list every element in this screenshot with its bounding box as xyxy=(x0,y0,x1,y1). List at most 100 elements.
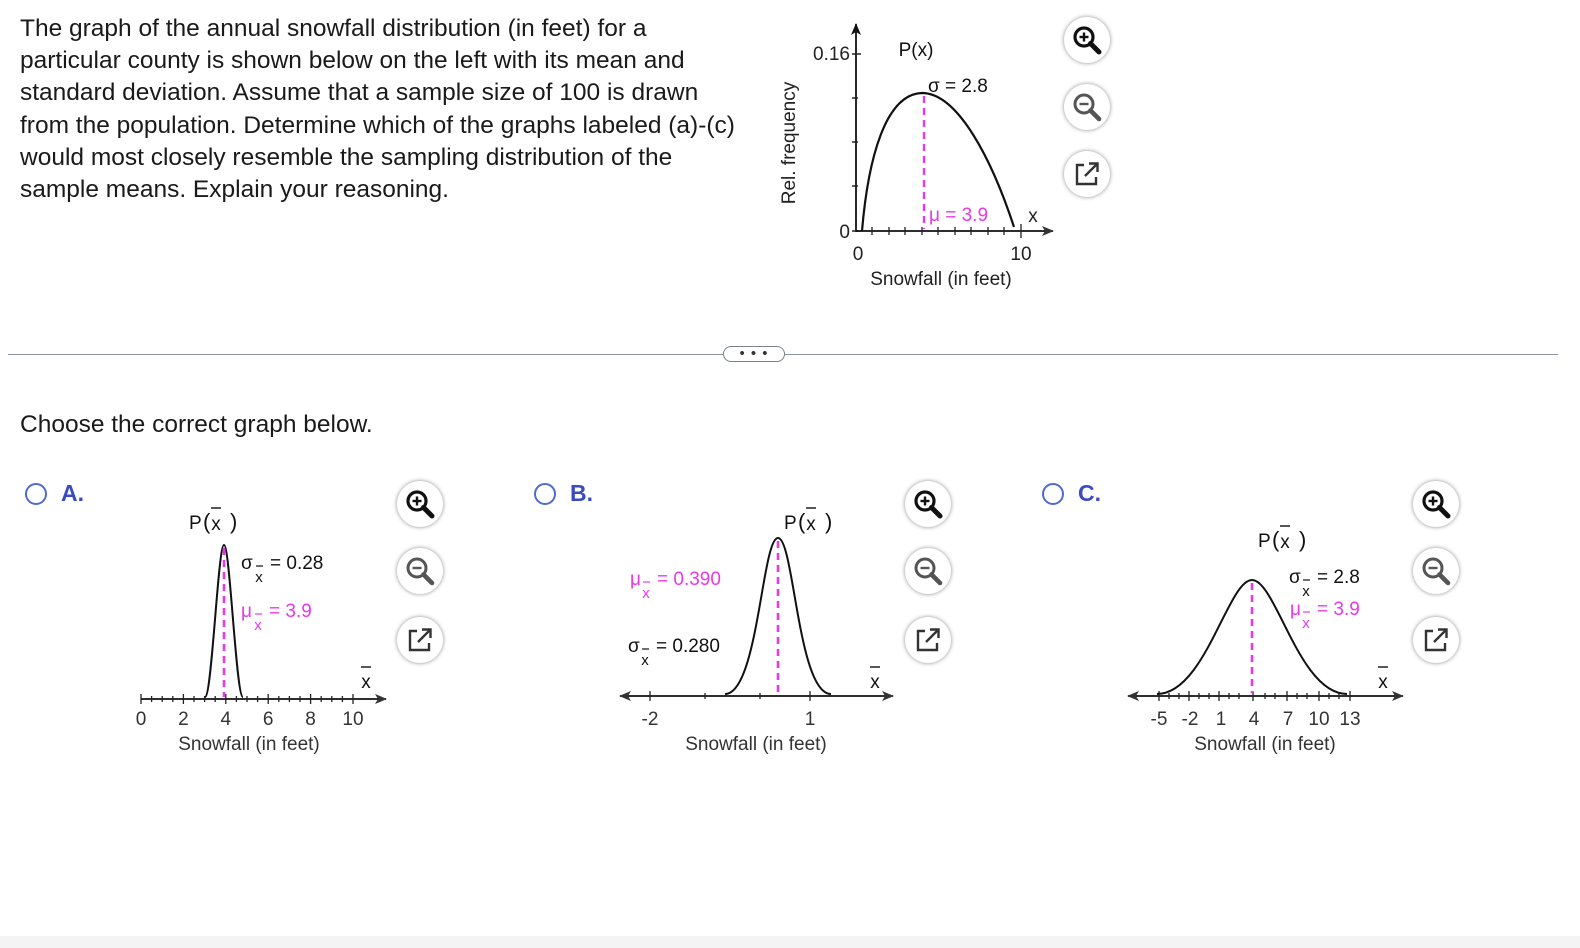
y-axis-label: Rel. frequency xyxy=(779,81,800,204)
p-of-xbar-label: P ( x ) xyxy=(1258,525,1306,553)
svg-text:4: 4 xyxy=(1249,709,1260,730)
option-a-open-button[interactable] xyxy=(397,617,443,663)
y-top-tick-label: 0.16 xyxy=(813,44,850,65)
open-external-icon xyxy=(1419,623,1453,657)
svg-text:= 0.280: = 0.280 xyxy=(656,636,720,657)
svg-text:(: ( xyxy=(798,509,806,534)
p-of-x-label: P(x) xyxy=(899,40,934,61)
svg-text:x: x xyxy=(1280,532,1290,553)
population-graph: Rel. frequency 0.16 0 0 10 x Snowfall (i… xyxy=(779,23,1054,290)
svg-text:): ) xyxy=(230,509,237,534)
svg-text:= 2.8: = 2.8 xyxy=(1317,567,1360,588)
option-b-zoom-in-button[interactable] xyxy=(905,481,951,527)
question-text: The graph of the annual snowfall distrib… xyxy=(20,15,735,204)
option-c-zoom-in-button[interactable] xyxy=(1413,481,1459,527)
zoom-out-icon xyxy=(1419,554,1453,588)
x-tick-labels: 0 2 4 6 8 10 xyxy=(136,709,364,730)
svg-text:μ: μ xyxy=(241,601,252,622)
svg-text:= 3.9: = 3.9 xyxy=(1317,599,1360,620)
option-c-label[interactable]: C. xyxy=(1078,480,1101,506)
x-axis-ticks xyxy=(649,691,811,701)
answer-prompt: Choose the correct graph below. xyxy=(20,411,373,438)
svg-text:x: x xyxy=(211,514,221,535)
x-axis-label: Snowfall (in feet) xyxy=(870,269,1012,290)
option-a-zoom-in-button[interactable] xyxy=(397,481,443,527)
svg-text:0: 0 xyxy=(136,709,147,730)
expand-divider-button[interactable]: • • • xyxy=(723,346,785,362)
svg-text:6: 6 xyxy=(263,709,274,730)
svg-text:(: ( xyxy=(1272,527,1280,552)
svg-text:x: x xyxy=(361,672,371,693)
mu-xbar-label: μ x = 3.9 xyxy=(1290,599,1360,632)
p-of-xbar-label: P ( x ) xyxy=(784,507,832,535)
svg-text:σ: σ xyxy=(628,636,640,657)
svg-text:σ: σ xyxy=(1289,567,1301,588)
svg-text:10: 10 xyxy=(342,709,363,730)
option-b-zoom-out-button[interactable] xyxy=(905,548,951,594)
svg-text:x: x xyxy=(1302,615,1310,632)
svg-text:x: x xyxy=(1378,672,1388,693)
option-b-open-button[interactable] xyxy=(905,617,951,663)
svg-text:10: 10 xyxy=(1308,709,1329,730)
svg-text:8: 8 xyxy=(305,709,316,730)
svg-text:P: P xyxy=(784,513,797,534)
svg-text:): ) xyxy=(1299,527,1306,552)
svg-text:x: x xyxy=(870,672,880,693)
x-axis-ticks xyxy=(1158,691,1351,701)
open-graph-button[interactable] xyxy=(1064,151,1110,197)
x-ten-tick-label: 10 xyxy=(1010,244,1031,265)
option-a-radio[interactable] xyxy=(25,483,47,505)
zoom-out-button[interactable] xyxy=(1064,84,1110,130)
x-axis-label: Snowfall (in feet) xyxy=(685,734,827,755)
x-tick-labels: -5 -2 1 4 7 10 13 xyxy=(1151,709,1361,730)
sigma-xbar-label: σ x = 0.28 xyxy=(241,553,323,586)
svg-text:13: 13 xyxy=(1339,709,1360,730)
sigma-xbar-label: σ x = 0.280 xyxy=(628,636,720,669)
svg-text:): ) xyxy=(825,509,832,534)
xbar-axis-variable: x xyxy=(1378,666,1388,693)
option-a-zoom-out-button[interactable] xyxy=(397,548,443,594)
xbar-axis-variable: x xyxy=(361,666,371,693)
zoom-in-button[interactable] xyxy=(1064,17,1110,63)
zoom-in-icon xyxy=(1419,487,1453,521)
svg-text:= 0.28: = 0.28 xyxy=(270,553,323,574)
x-axis-ticks xyxy=(871,224,1022,238)
mu-xbar-label: μ x = 3.9 xyxy=(241,601,312,634)
svg-text:x: x xyxy=(255,569,263,586)
x-axis-ticks xyxy=(140,694,354,704)
svg-text:1: 1 xyxy=(1216,709,1227,730)
x-zero-tick-label: 0 xyxy=(853,244,864,265)
sampling-curve xyxy=(1156,578,1348,695)
option-b-radio[interactable] xyxy=(534,483,556,505)
svg-text:P: P xyxy=(189,513,202,534)
svg-text:2: 2 xyxy=(178,709,189,730)
ellipsis-icon: • • • xyxy=(739,345,769,362)
svg-text:-2: -2 xyxy=(1182,709,1199,730)
y-zero-tick-label: 0 xyxy=(839,222,850,243)
sigma-label: σ = 2.8 xyxy=(928,76,988,97)
option-c-zoom-out-button[interactable] xyxy=(1413,548,1459,594)
xbar-axis-variable: x xyxy=(870,666,880,693)
sampling-curve xyxy=(724,536,832,695)
svg-text:-5: -5 xyxy=(1151,709,1168,730)
option-c-radio[interactable] xyxy=(1042,483,1064,505)
p-of-xbar-label: P ( x ) xyxy=(189,507,237,535)
x-axis-label: Snowfall (in feet) xyxy=(1194,734,1336,755)
svg-text:x: x xyxy=(642,585,650,602)
option-c-open-button[interactable] xyxy=(1413,617,1459,663)
mu-xbar-label: μ x = 0.390 xyxy=(630,569,721,602)
svg-text:σ: σ xyxy=(241,553,253,574)
option-a-label[interactable]: A. xyxy=(61,480,84,506)
svg-text:P: P xyxy=(1258,531,1271,552)
x-variable-label: x xyxy=(1028,206,1038,227)
svg-text:x: x xyxy=(254,617,262,634)
svg-text:x: x xyxy=(1302,583,1310,600)
option-b-label[interactable]: B. xyxy=(570,480,593,506)
svg-text:= 0.390: = 0.390 xyxy=(657,569,721,590)
x-tick-label: -2 xyxy=(642,709,659,730)
svg-text:x: x xyxy=(641,652,649,669)
bottom-strip xyxy=(0,936,1580,948)
